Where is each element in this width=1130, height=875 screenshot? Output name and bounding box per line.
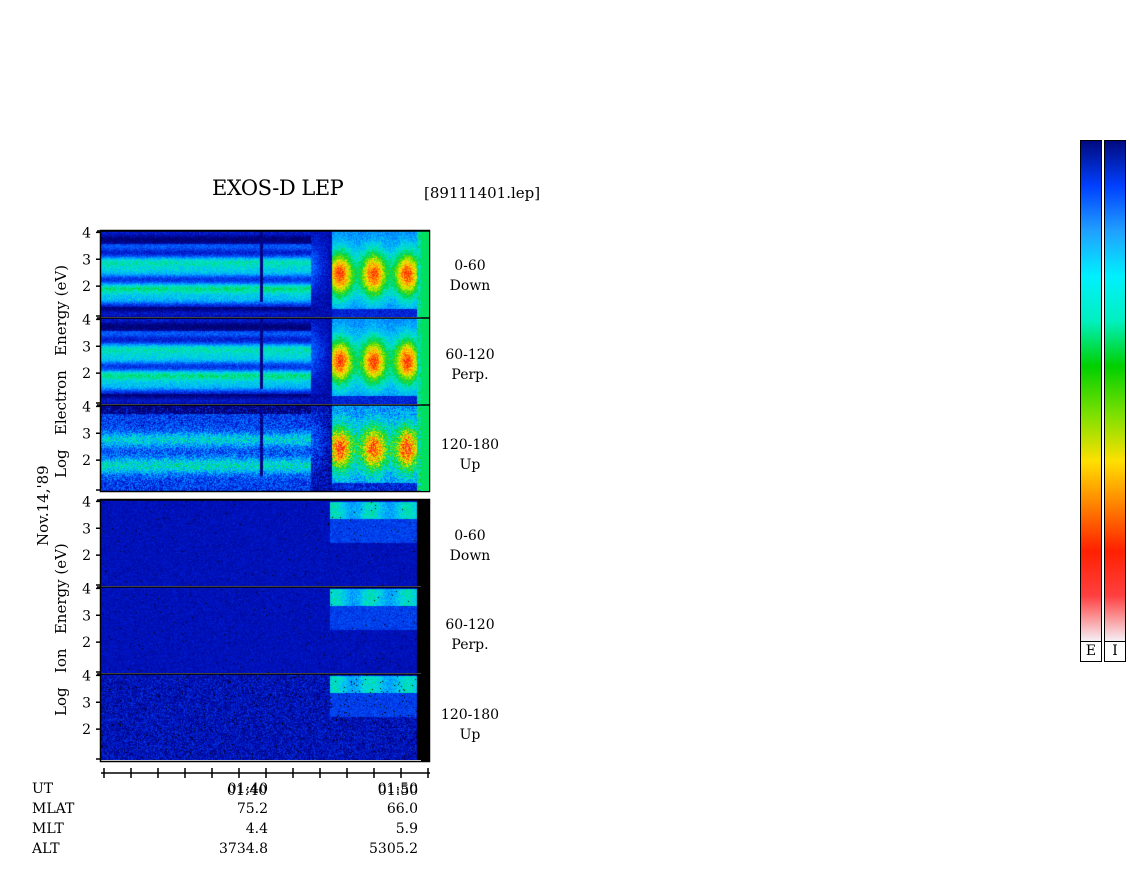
ephem-mlat-value: 66.0 [386, 801, 418, 817]
y-tick-label: 2 [82, 722, 91, 738]
direction-label: Perp. [451, 637, 489, 653]
ephem-mlt-value: 5.9 [395, 821, 418, 837]
direction-label: Down [449, 278, 491, 294]
ion-frame [99, 498, 431, 763]
direction-label: Up [459, 727, 481, 743]
direction-label: Down [449, 548, 491, 564]
spectrogram-panel-ion-60-120 [101, 587, 421, 673]
electron-edge-strip [421, 231, 429, 491]
y-tick-label: 2 [82, 366, 91, 382]
pitch-range-label: 0-60 [454, 528, 486, 544]
pitch-range-label: 120-180 [440, 437, 500, 453]
y-tick-label: 3 [82, 252, 91, 268]
panel-label: 120-180 Up [430, 435, 510, 475]
colorbar-e [1080, 140, 1102, 642]
spectrogram-panel-ion-120-180 [101, 674, 421, 760]
y-tick-label: 4 [82, 668, 91, 684]
y-tick-label: 3 [82, 608, 91, 624]
pitch-range-label: 60-120 [445, 347, 495, 363]
pitch-range-label: 60-120 [445, 617, 495, 633]
ephem-row-label-mlt: MLT [32, 821, 64, 837]
y-tick-label: 4 [82, 581, 91, 597]
ephem-alt-value: 3734.8 [219, 841, 268, 857]
direction-label: Perp. [451, 367, 489, 383]
spectrogram-panel-electron-0-60 [101, 231, 421, 317]
y-tick-label: 4 [82, 494, 91, 510]
panel-label: 60-120 Perp. [430, 345, 510, 385]
ephem-mlt-value: 4.4 [245, 821, 268, 837]
y-tick-label: 3 [82, 695, 91, 711]
panel-label: 0-60 Down [430, 256, 510, 296]
y-tick-label: 2 [82, 453, 91, 469]
ephem-ut-value: 01:50 [377, 781, 418, 797]
y-tick-label: 4 [82, 312, 91, 328]
pitch-range-label: 0-60 [454, 258, 486, 274]
ephem-row-label-ut: UT [32, 781, 54, 797]
y-tick-label: 4 [82, 399, 91, 415]
direction-label: Up [459, 457, 481, 473]
spectrogram-panel-ion-0-60 [101, 500, 421, 586]
colorbar-label: I [1104, 641, 1126, 662]
y-tick-label: 3 [82, 339, 91, 355]
y-tick-label: 3 [82, 521, 91, 537]
colorbar-label: E [1080, 641, 1102, 662]
ephem-ut-value: 01:40 [227, 781, 268, 797]
chart-title: EXOS-D LEP [212, 176, 344, 200]
file-label: [89111401.lep] [424, 184, 541, 202]
ephem-mlat-value: 75.2 [236, 801, 268, 817]
electron-frame [99, 229, 431, 493]
ion-edge-strip [421, 500, 430, 761]
y-tick-label: 4 [82, 225, 91, 241]
y-tick-label: 3 [82, 426, 91, 442]
spectrogram-panel-electron-120-180 [101, 405, 421, 491]
y-tick-label: 2 [82, 635, 91, 651]
ephem-row-label-mlat: MLAT [32, 801, 75, 817]
x-tick-label: 01:50 [378, 783, 418, 799]
panel-label: 60-120 Perp. [430, 615, 510, 655]
panel-label: 120-180 Up [430, 705, 510, 745]
spectrogram-panel-electron-60-120 [101, 318, 421, 404]
colorbar-i [1104, 140, 1126, 642]
y-tick-label: 2 [82, 548, 91, 564]
ephem-alt-value: 5305.2 [369, 841, 418, 857]
pitch-range-label: 120-180 [440, 707, 500, 723]
panel-label: 0-60 Down [430, 526, 510, 566]
x-tick-label: 01:40 [227, 783, 267, 799]
y-tick-label: 2 [82, 279, 91, 295]
ephem-row-label-alt: ALT [32, 841, 60, 857]
